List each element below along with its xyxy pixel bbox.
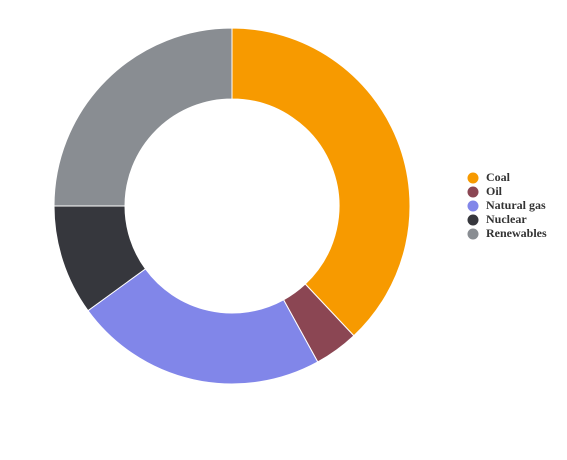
legend-marker[interactable] <box>467 200 479 212</box>
legend-marker[interactable] <box>467 172 479 184</box>
legend-marker[interactable] <box>467 228 479 240</box>
slice <box>87 268 319 385</box>
legend-label[interactable]: Oil <box>486 184 503 198</box>
legend-label[interactable]: Renewables <box>486 226 547 240</box>
legend-label[interactable]: Coal <box>486 170 511 184</box>
slice <box>53 27 233 207</box>
legend-label[interactable]: Natural gas <box>486 198 546 212</box>
legend-marker[interactable] <box>467 186 479 198</box>
legend-marker[interactable] <box>467 214 479 226</box>
legend-label[interactable]: Nuclear <box>486 212 527 226</box>
slice <box>231 27 411 337</box>
